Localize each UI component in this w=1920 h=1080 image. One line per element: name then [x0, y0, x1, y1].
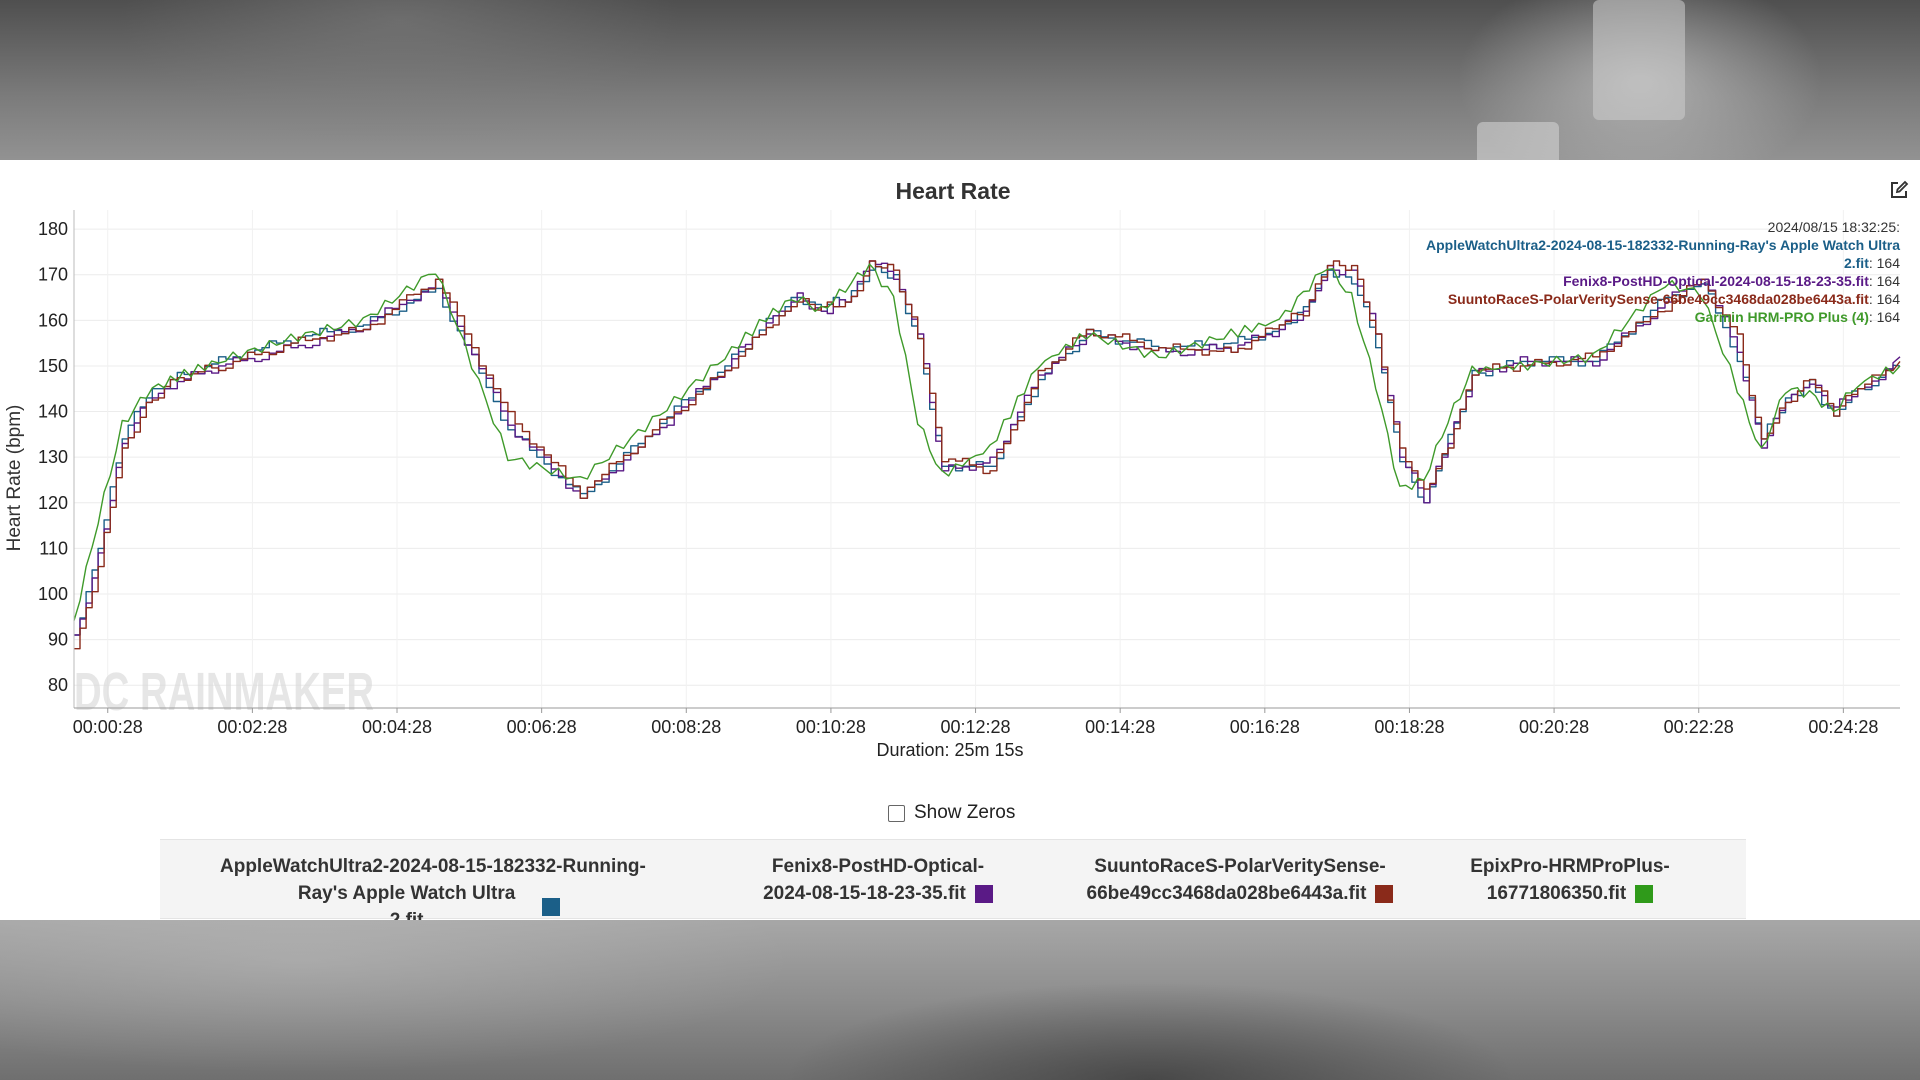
- legend-label-line1: EpixPro-HRMProPlus-: [1470, 856, 1670, 877]
- background-top: [0, 0, 1920, 160]
- legend-label-line1: Fenix8-PostHD-Optical-: [771, 856, 985, 877]
- background-shape: [1477, 122, 1559, 160]
- edit-icon[interactable]: [1889, 180, 1909, 200]
- series-line: [73, 263, 1901, 621]
- x-tick-label: 00:04:28: [362, 717, 432, 737]
- legend-swatch: [1375, 884, 1394, 903]
- y-tick-label: 170: [38, 265, 68, 285]
- x-tick-label: 00:00:28: [73, 717, 143, 737]
- series-line: [74, 260, 1901, 650]
- heart-rate-chart: DC RAINMAKER 80 90 100 110 120 130 140 150 160 17…: [4, 210, 1901, 737]
- legend-label-line2: 2024-08-15-18-23-35.fit: [763, 883, 966, 904]
- y-tick-label: 80: [48, 675, 68, 695]
- legend-label-line1: SuuntoRaceS-PolarVeritySense-: [1094, 856, 1386, 877]
- legend: AppleWatchUltra2-2024-08-15-182332-Runni…: [160, 839, 1746, 931]
- y-tick-label: 120: [38, 493, 68, 513]
- y-tick-label: 140: [38, 402, 68, 422]
- tooltip-entry: Fenix8-PostHD-Optical-2024-08-15-18-23-3…: [1563, 273, 1900, 289]
- y-tick-label: 110: [39, 538, 68, 558]
- y-tick-label: 180: [38, 219, 68, 239]
- x-tick-label: 00:08:28: [651, 717, 721, 737]
- y-tick-label: 100: [38, 584, 68, 604]
- tooltip-entry: SuuntoRaceS-PolarVeritySense-66be49cc346…: [1448, 291, 1900, 307]
- x-tick-label: 00:02:28: [217, 717, 287, 737]
- series-line: [74, 260, 1901, 636]
- show-zeros-checkbox[interactable]: [888, 804, 905, 822]
- legend-label-line2: 66be49cc3468da028be6443a.fit: [1086, 883, 1367, 904]
- x-tick-label: 00:24:28: [1808, 717, 1878, 737]
- tooltip-entry: Garmin HRM-PRO Plus (4): 164: [1695, 309, 1901, 325]
- x-tick-label: 00:12:28: [941, 717, 1011, 737]
- legend-item-epix-pro[interactable]: EpixPro-HRMProPlus- 16771806350.fit: [1430, 853, 1710, 907]
- legend-swatch: [974, 884, 993, 903]
- x-axis-title: Duration: 25m 15s: [876, 740, 1024, 760]
- legend-swatch: [542, 898, 560, 916]
- x-tick-label: 00:18:28: [1374, 717, 1444, 737]
- series-line: [74, 266, 1901, 636]
- show-zeros-toggle[interactable]: Show Zeros: [888, 802, 1015, 824]
- legend-item-suunto[interactable]: SuuntoRaceS-PolarVeritySense- 66be49cc34…: [1070, 853, 1410, 907]
- watermark: DC RAINMAKER: [74, 662, 374, 722]
- x-tick-label: 00:16:28: [1230, 717, 1300, 737]
- x-tick-label: 00:20:28: [1519, 717, 1589, 737]
- legend-swatch: [1635, 884, 1654, 903]
- legend-item-apple-watch[interactable]: AppleWatchUltra2-2024-08-15-182332-Runni…: [220, 853, 646, 934]
- legend-label-line2: 16771806350.fit: [1486, 883, 1627, 904]
- show-zeros-label: Show Zeros: [914, 802, 1016, 823]
- x-tick-label: 00:10:28: [796, 717, 866, 737]
- background-bottom: [0, 920, 1920, 1080]
- tooltip-entry: AppleWatchUltra2-2024-08-15-182332-Runni…: [1426, 237, 1900, 253]
- x-tick-label: 00:06:28: [507, 717, 577, 737]
- tooltip: 2024/08/15 18:32:25: AppleWatchUltra2-202…: [1426, 219, 1900, 325]
- legend-label-line1: AppleWatchUltra2-2024-08-15-182332-Runni…: [220, 856, 646, 877]
- legend-item-fenix8[interactable]: Fenix8-PostHD-Optical- 2024-08-15-18-23-…: [738, 853, 1018, 907]
- y-tick-label: 90: [48, 630, 68, 650]
- y-tick-label: 130: [38, 447, 68, 467]
- y-tick-label: 150: [38, 356, 68, 376]
- chart-title: Heart Rate: [895, 178, 1011, 204]
- chart-panel: Heart Rate DC RAINMAKER 80 90 100 110 120 130…: [0, 160, 1920, 931]
- y-tick-label: 160: [38, 310, 68, 330]
- series-lines: [73, 260, 1901, 650]
- x-tick-label: 00:14:28: [1085, 717, 1155, 737]
- y-axis-title: Heart Rate (bpm): [4, 405, 25, 552]
- x-tick-label: 00:22:28: [1664, 717, 1734, 737]
- tooltip-entry-cont: 2.fit: 164: [1844, 255, 1900, 271]
- background-shape: [1593, 0, 1685, 120]
- tooltip-time: 2024/08/15 18:32:25:: [1768, 219, 1900, 235]
- axes: 80 90 100 110 120 130 140 150 160 170 180 00:00:28 0…: [38, 210, 1900, 737]
